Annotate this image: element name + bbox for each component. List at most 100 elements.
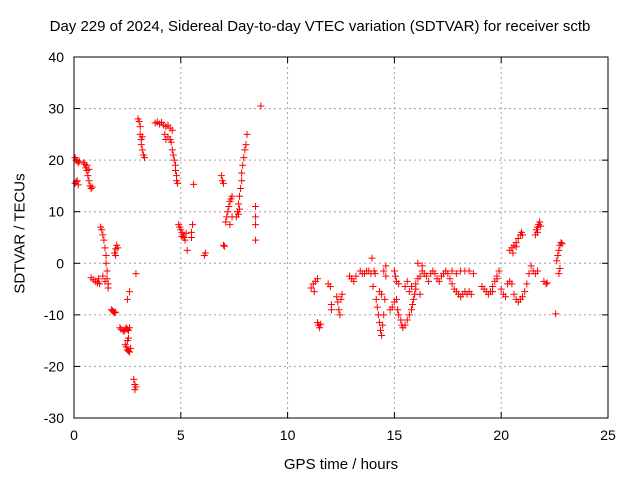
data-point [519,231,527,239]
data-point [534,228,542,236]
data-point [327,306,335,314]
data-series [386,267,403,314]
data-point [431,270,439,278]
data-series [506,228,527,257]
data-point [336,311,344,319]
data-series [497,270,533,306]
data-point [96,280,104,288]
data-point [536,218,544,226]
data-point [220,179,228,187]
data-point [122,343,130,351]
x-tick-label: 10 [280,427,296,443]
data-point [542,280,550,288]
y-tick-label: 20 [48,152,64,168]
data-point [379,321,387,329]
data-point [314,275,322,283]
data-point [226,221,234,229]
chart-title: Day 229 of 2024, Sidereal Day-to-day VTE… [49,18,591,35]
data-point [131,386,139,394]
data-point [452,270,460,278]
data-point [512,243,520,251]
data-point [493,275,501,283]
data-point [181,236,189,244]
data-point [422,272,430,280]
data-point [238,177,246,185]
data-point [236,192,244,200]
data-point [217,172,225,180]
data-point [350,277,358,285]
data-point [514,235,522,243]
data-point [236,205,244,213]
data-point [187,234,195,241]
data-point [99,272,107,280]
data-point [381,295,389,303]
data-point [555,246,563,254]
data-point [252,203,260,211]
data-point [554,252,562,260]
data-series [130,270,140,394]
data-point [98,226,106,234]
x-tick-label: 0 [70,427,78,443]
data-point [83,161,91,169]
data-point [527,262,535,270]
data-point [352,272,360,280]
data-point [508,280,516,288]
y-tick-label: -20 [44,358,64,374]
data-point [310,288,318,296]
data-point [135,117,143,125]
data-point [378,290,386,298]
data-point [395,311,403,319]
data-series [232,130,251,221]
data-point [95,275,103,283]
data-point [326,282,334,290]
data-point [412,285,420,293]
y-tick-label: 30 [48,101,64,117]
data-series [307,275,325,332]
data-point [378,331,386,339]
data-series [97,223,112,292]
data-point [555,270,563,278]
data-point [534,267,542,275]
data-point [190,180,198,188]
data-point [126,324,134,332]
y-axis-label: SDTVAR / TECUs [11,173,29,294]
data-point [338,290,346,298]
data-point [127,344,135,352]
data-point [316,324,324,332]
data-point [410,295,418,303]
data-series [151,118,176,144]
data-point [252,221,260,229]
data-point [405,288,413,296]
data-series [167,138,182,187]
data-point [435,277,443,285]
data-point [137,141,145,149]
x-tick-label: 15 [387,427,403,443]
data-point [489,288,497,296]
data-point [239,161,247,169]
data-point [140,154,148,162]
data-point [523,280,531,288]
data-series [407,259,452,298]
data-point [124,334,132,342]
data-point [373,303,381,311]
data-point [497,285,505,293]
data-point [557,239,565,247]
data-point [368,254,376,262]
data-point [136,123,144,131]
data-point [74,181,82,189]
data-point [467,290,475,298]
data-series [394,277,419,332]
data-point [252,236,260,244]
data-point [238,169,246,177]
data-point [171,166,179,174]
data-point [167,138,175,146]
data-point [382,262,390,270]
data-series [478,267,503,298]
data-point [228,192,236,200]
data-series [217,172,236,250]
data-point [371,270,379,278]
y-tick-label: -10 [44,307,64,323]
data-point [130,375,138,383]
data-point [553,257,561,265]
data-point [75,157,83,165]
